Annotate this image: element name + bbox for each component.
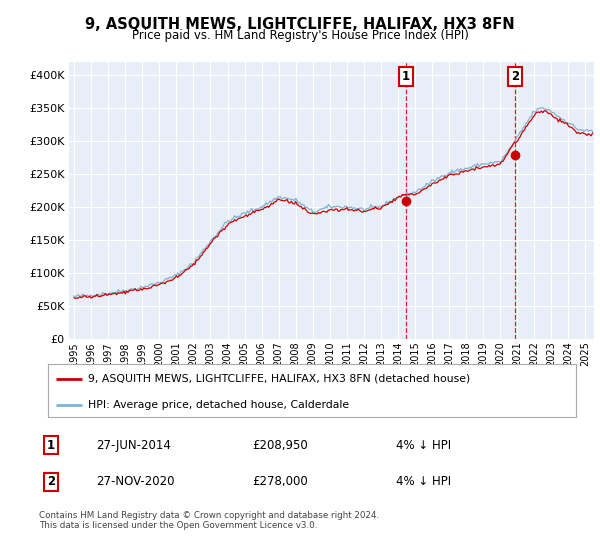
Text: 2: 2 [47, 475, 55, 488]
Text: Price paid vs. HM Land Registry's House Price Index (HPI): Price paid vs. HM Land Registry's House … [131, 29, 469, 42]
Text: 9, ASQUITH MEWS, LIGHTCLIFFE, HALIFAX, HX3 8FN (detached house): 9, ASQUITH MEWS, LIGHTCLIFFE, HALIFAX, H… [88, 374, 470, 384]
Text: 2: 2 [511, 69, 520, 83]
Text: 1: 1 [402, 69, 410, 83]
Text: 9, ASQUITH MEWS, LIGHTCLIFFE, HALIFAX, HX3 8FN: 9, ASQUITH MEWS, LIGHTCLIFFE, HALIFAX, H… [85, 17, 515, 32]
Text: 4% ↓ HPI: 4% ↓ HPI [396, 475, 451, 488]
Text: HPI: Average price, detached house, Calderdale: HPI: Average price, detached house, Cald… [88, 400, 349, 410]
Text: 27-NOV-2020: 27-NOV-2020 [96, 475, 175, 488]
Text: Contains HM Land Registry data © Crown copyright and database right 2024.
This d: Contains HM Land Registry data © Crown c… [39, 511, 379, 530]
Text: £208,950: £208,950 [252, 438, 308, 452]
Text: 27-JUN-2014: 27-JUN-2014 [96, 438, 171, 452]
Text: 4% ↓ HPI: 4% ↓ HPI [396, 438, 451, 452]
Text: 1: 1 [47, 438, 55, 452]
Text: £278,000: £278,000 [252, 475, 308, 488]
